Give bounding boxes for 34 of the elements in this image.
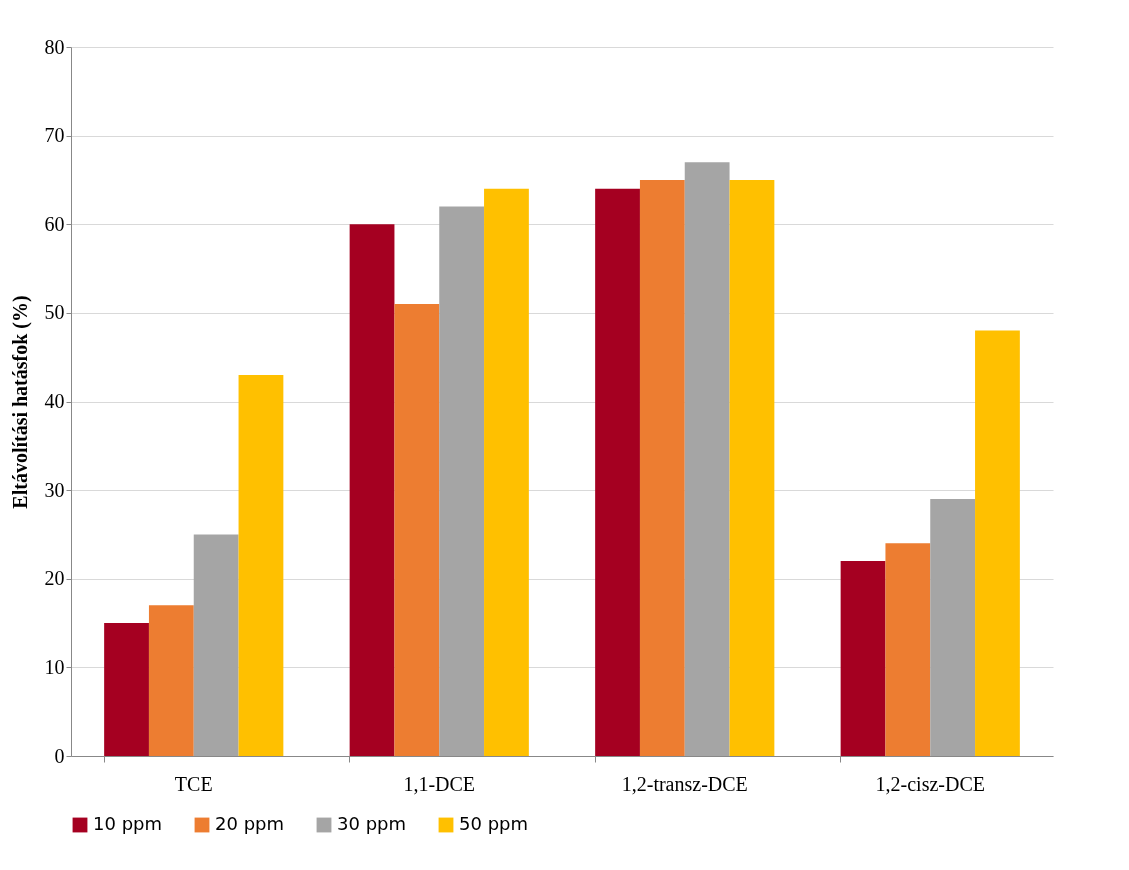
bar [930, 498, 976, 756]
bar [349, 224, 395, 756]
y-tick-label: 80 [44, 35, 65, 58]
x-tick-label: 1,1-DCE [403, 772, 476, 795]
bar [840, 561, 886, 756]
y-tick-label: 40 [44, 390, 65, 412]
legend-label: 50 ppm [459, 813, 529, 834]
bar [439, 206, 485, 756]
bar [104, 623, 149, 756]
y-tick-label: 0 [54, 744, 65, 767]
y-tick-label: 30 [44, 478, 65, 501]
y-tick-label: 10 [44, 655, 65, 678]
legend-label: 10 ppm [93, 813, 163, 834]
bar [885, 543, 931, 756]
bar [193, 534, 239, 756]
bar [975, 330, 1020, 756]
y-tick-label: 60 [44, 212, 65, 235]
x-tick-label: TCE [174, 772, 213, 795]
bar [394, 304, 440, 756]
bar [238, 374, 284, 756]
bar [484, 188, 529, 756]
x-tick-label: 1,2-transz-DCE [621, 772, 748, 795]
y-tick-label: 50 [44, 301, 65, 324]
bar [595, 188, 640, 756]
x-tick-label: 1,2-cisz-DCE [875, 772, 985, 795]
y-tick-label: 70 [44, 124, 65, 147]
bar [684, 162, 730, 756]
bar [639, 179, 685, 756]
bar [148, 605, 194, 756]
y-tick-label: 20 [44, 567, 65, 590]
bar [729, 179, 775, 756]
legend-label: 30 ppm [337, 813, 407, 834]
y-axis-title: Eltávolítási hatásfok (%) [8, 295, 32, 509]
legend-label: 20 ppm [215, 813, 285, 834]
